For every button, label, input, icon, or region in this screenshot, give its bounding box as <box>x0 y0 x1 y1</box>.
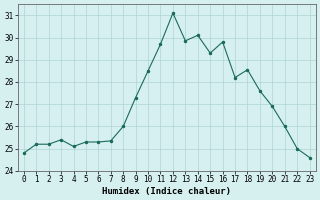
X-axis label: Humidex (Indice chaleur): Humidex (Indice chaleur) <box>102 187 231 196</box>
